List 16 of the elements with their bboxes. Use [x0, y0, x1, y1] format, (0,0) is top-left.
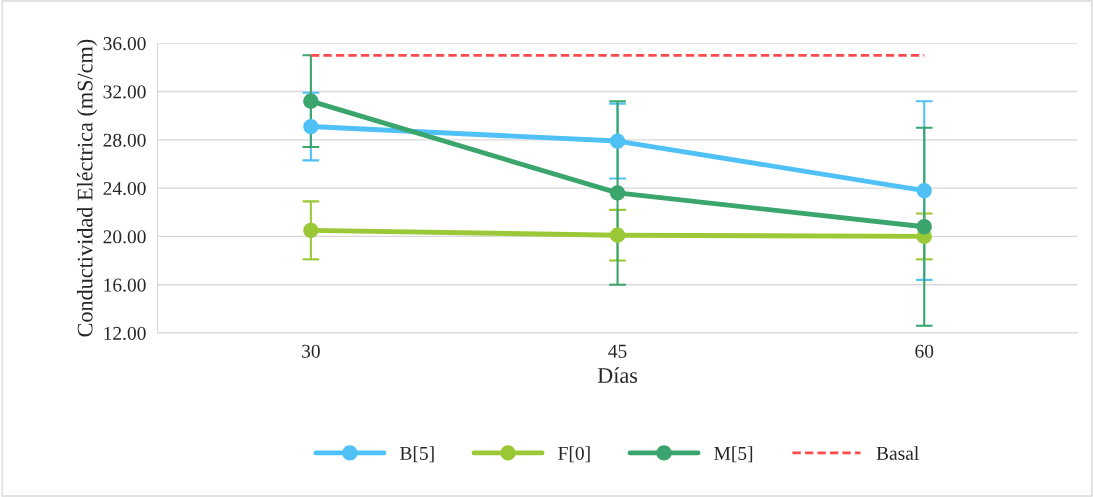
y-tick-label: 32.00	[103, 85, 146, 99]
y-tick-label: 24.00	[103, 181, 146, 196]
x-tick-label: 30	[302, 344, 320, 358]
y-axis-title: Conductividad Eléctrica (mS/cm)	[76, 39, 98, 337]
y-tick-label: 28.00	[103, 133, 146, 147]
x-axis-title: Días	[597, 367, 638, 383]
x-tick-label: 45	[608, 344, 627, 358]
legend-label: B[5]	[400, 446, 434, 463]
x-tick-label: 60	[915, 344, 934, 358]
y-tick-label: 20.00	[103, 230, 146, 244]
legend-label: F[0]	[558, 446, 590, 463]
y-tick-label: 12.00	[104, 326, 146, 341]
legend-label: Basal	[876, 446, 919, 460]
y-tick-label: 16.00	[104, 278, 146, 292]
y-tick-label: 36.00	[103, 37, 146, 51]
legend-label: M[5]	[714, 446, 753, 463]
